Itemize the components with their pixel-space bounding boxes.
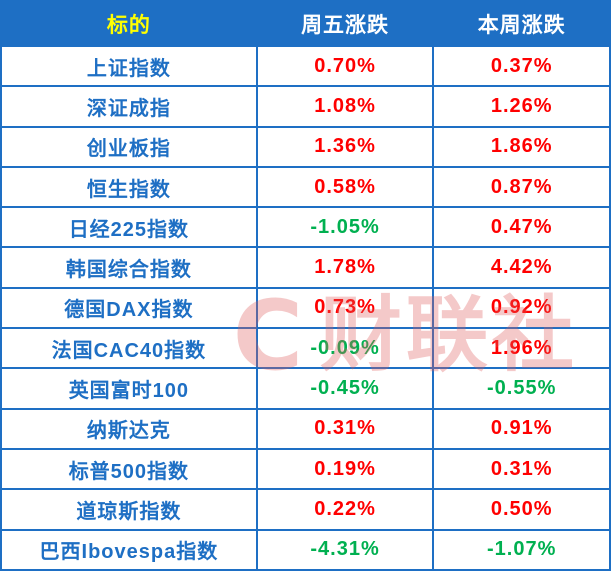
friday-change-cell: 1.08% bbox=[255, 85, 435, 128]
week-change-cell: 0.92% bbox=[432, 286, 611, 330]
week-change-cell: 0.87% bbox=[432, 165, 611, 209]
table-row: 法国CAC40指数 -0.09% 1.96% bbox=[0, 327, 611, 370]
week-change-cell: 0.91% bbox=[432, 407, 611, 450]
index-name-cell: 日经225指数 bbox=[0, 206, 258, 249]
friday-change-cell: 0.19% bbox=[255, 447, 435, 491]
index-name-cell: 创业板指 bbox=[0, 125, 258, 168]
week-change-cell: 0.47% bbox=[432, 206, 611, 249]
table-row: 标普500指数 0.19% 0.31% bbox=[0, 447, 611, 491]
table-row: 深证成指 1.08% 1.26% bbox=[0, 85, 611, 128]
table-row: 纳斯达克 0.31% 0.91% bbox=[0, 407, 611, 450]
index-name-cell: 道琼斯指数 bbox=[0, 488, 258, 531]
week-change-cell: -0.55% bbox=[432, 367, 611, 410]
friday-change-cell: -4.31% bbox=[255, 528, 435, 571]
index-name-cell: 上证指数 bbox=[0, 44, 258, 88]
week-change-cell: 1.86% bbox=[432, 125, 611, 168]
friday-change-cell: 0.31% bbox=[255, 407, 435, 450]
header-target: 标的 bbox=[0, 0, 258, 47]
index-name-cell: 德国DAX指数 bbox=[0, 286, 258, 330]
header-week-change: 本周涨跌 bbox=[432, 0, 611, 47]
week-change-cell: 1.96% bbox=[432, 327, 611, 370]
friday-change-cell: -0.09% bbox=[255, 327, 435, 370]
week-change-cell: 1.26% bbox=[432, 85, 611, 128]
index-name-cell: 标普500指数 bbox=[0, 447, 258, 491]
table-row: 德国DAX指数 0.73% 0.92% bbox=[0, 286, 611, 330]
table-row: 英国富时100 -0.45% -0.55% bbox=[0, 367, 611, 410]
friday-change-cell: 1.78% bbox=[255, 246, 435, 289]
table-row: 日经225指数 -1.05% 0.47% bbox=[0, 206, 611, 249]
week-change-cell: 0.50% bbox=[432, 488, 611, 531]
week-change-cell: -1.07% bbox=[432, 528, 611, 571]
index-name-cell: 纳斯达克 bbox=[0, 407, 258, 450]
week-change-cell: 0.31% bbox=[432, 447, 611, 491]
friday-change-cell: -1.05% bbox=[255, 206, 435, 249]
table-row: 恒生指数 0.58% 0.87% bbox=[0, 165, 611, 209]
index-name-cell: 英国富时100 bbox=[0, 367, 258, 410]
index-name-cell: 深证成指 bbox=[0, 85, 258, 128]
index-name-cell: 巴西Ibovespa指数 bbox=[0, 528, 258, 571]
header-friday-change: 周五涨跌 bbox=[255, 0, 435, 47]
table-row: 上证指数 0.70% 0.37% bbox=[0, 44, 611, 88]
friday-change-cell: 0.70% bbox=[255, 44, 435, 88]
table-row: 韩国综合指数 1.78% 4.42% bbox=[0, 246, 611, 289]
index-name-cell: 恒生指数 bbox=[0, 165, 258, 209]
header-row: 标的 周五涨跌 本周涨跌 bbox=[0, 0, 611, 47]
friday-change-cell: 0.22% bbox=[255, 488, 435, 531]
table-row: 道琼斯指数 0.22% 0.50% bbox=[0, 488, 611, 531]
index-name-cell: 法国CAC40指数 bbox=[0, 327, 258, 370]
friday-change-cell: -0.45% bbox=[255, 367, 435, 410]
index-name-cell: 韩国综合指数 bbox=[0, 246, 258, 289]
friday-change-cell: 0.58% bbox=[255, 165, 435, 209]
table-row: 创业板指 1.36% 1.86% bbox=[0, 125, 611, 168]
week-change-cell: 4.42% bbox=[432, 246, 611, 289]
friday-change-cell: 1.36% bbox=[255, 125, 435, 168]
table-row: 巴西Ibovespa指数 -4.31% -1.07% bbox=[0, 528, 611, 571]
friday-change-cell: 0.73% bbox=[255, 286, 435, 330]
week-change-cell: 0.37% bbox=[432, 44, 611, 88]
